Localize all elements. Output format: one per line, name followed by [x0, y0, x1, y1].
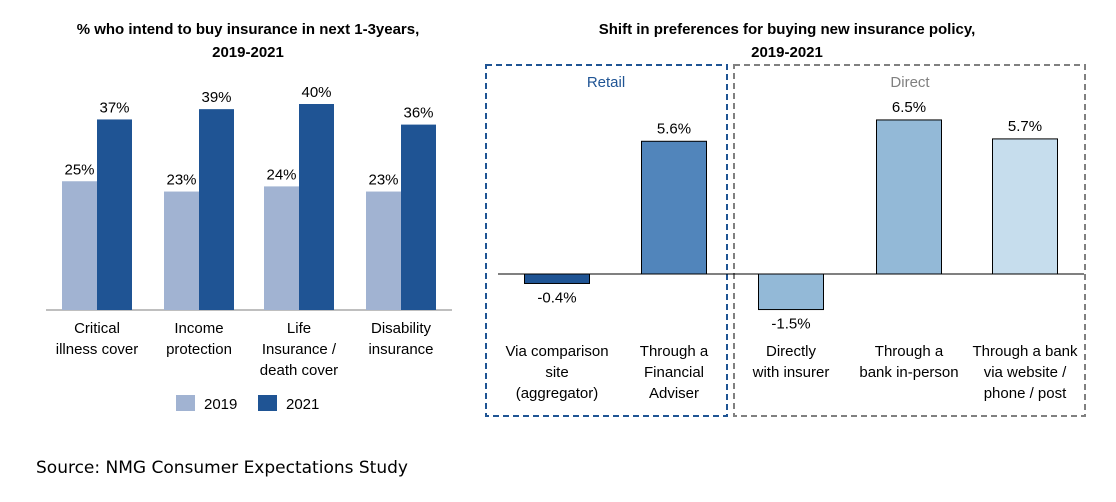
shift-bar [876, 119, 942, 275]
bar-2019 [366, 191, 401, 310]
bar-value-label-2021: 36% [403, 105, 433, 122]
right-category-label: Through a [875, 343, 944, 360]
right-category-label: Through a [640, 343, 709, 360]
bar-2021 [299, 104, 334, 310]
left-category-label: insurance [368, 341, 433, 358]
left-chart-title-line: 2019-2021 [212, 44, 284, 61]
right-category-label: Adviser [649, 385, 699, 402]
bar-2021 [401, 124, 436, 310]
bar-value-label-2021: 39% [201, 89, 231, 106]
right-category-label: (aggregator) [516, 385, 599, 402]
direct-group-label: Direct [890, 74, 930, 91]
right-chart-title-line: Shift in preferences for buying new insu… [599, 21, 975, 38]
shift-bar [641, 140, 707, 275]
legend-label-2019: 2019 [204, 396, 237, 413]
left-category-label: Disability [371, 320, 432, 337]
right-category-label: with insurer [752, 364, 830, 381]
bar-value-label-2019: 25% [64, 161, 94, 178]
shift-bar [524, 273, 590, 284]
left-category-label: death cover [260, 362, 338, 379]
right-category-label: site [545, 364, 568, 381]
left-category-label: illness cover [56, 341, 139, 358]
left-category-label: Insurance / [262, 341, 337, 358]
legend-swatch-2021 [258, 395, 277, 411]
direct-group-box [733, 64, 1086, 417]
right-category-label: via website / [984, 364, 1067, 381]
bar-value-label-2021: 40% [301, 84, 331, 101]
right-chart-title-line: 2019-2021 [751, 44, 823, 61]
shift-bar [992, 138, 1058, 275]
right-category-label: bank in-person [859, 364, 958, 381]
right-category-label: Via comparison [505, 343, 608, 360]
left-category-label: Life [287, 320, 311, 337]
shift-value-label: -1.5% [771, 316, 810, 333]
shift-bar [758, 273, 824, 311]
bar-2019 [164, 191, 199, 310]
bar-value-label-2019: 23% [166, 172, 196, 189]
bar-2019 [62, 181, 97, 310]
right-category-label: Directly [766, 343, 817, 360]
bar-value-label-2019: 24% [266, 166, 296, 183]
retail-group-label: Retail [587, 74, 625, 91]
bar-value-label-2021: 37% [99, 99, 129, 116]
bar-2021 [199, 109, 234, 311]
bar-value-label-2019: 23% [368, 172, 398, 189]
shift-value-label: -0.4% [537, 289, 576, 306]
source-note: Source: NMG Consumer Expectations Study [36, 458, 408, 478]
bar-2019 [264, 186, 299, 310]
bar-2021 [97, 119, 132, 310]
right-category-label: Financial [644, 364, 704, 381]
shift-value-label: 5.6% [657, 120, 691, 137]
shift-value-label: 6.5% [892, 99, 926, 116]
retail-group-box [485, 64, 728, 417]
right-category-label: Through a bank [972, 343, 1078, 360]
left-category-label: protection [166, 341, 232, 358]
legend-swatch-2019 [176, 395, 195, 411]
left-category-label: Critical [74, 320, 120, 337]
legend-label-2021: 2021 [286, 396, 319, 413]
shift-value-label: 5.7% [1008, 118, 1042, 135]
right-category-label: phone / post [984, 385, 1067, 402]
left-category-label: Income [174, 320, 223, 337]
left-chart-title-line: % who intend to buy insurance in next 1-… [77, 21, 420, 38]
